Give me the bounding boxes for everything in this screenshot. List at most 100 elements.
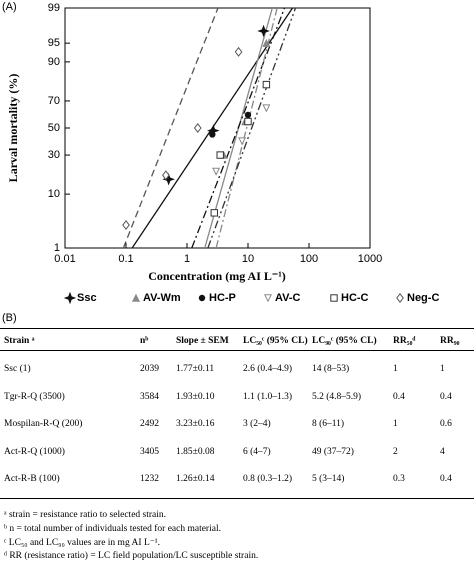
- point: [162, 170, 170, 181]
- rule: [0, 328, 474, 329]
- point: [257, 24, 270, 38]
- table-cell: 1.93±0.10: [176, 391, 215, 402]
- chart: (A) (B) Concentration (mg AI L⁻¹) Larval…: [2, 1, 439, 324]
- header-cell: RR₉₀: [440, 336, 460, 346]
- y-tick-label: 95: [48, 37, 60, 49]
- table-row: Ssc (1) 2039 1.77±0.11 2.6 (0.4–4.9) 14 (8–5…: [0, 364, 474, 378]
- fit-line: [191, 8, 286, 248]
- x-tick-label: 1000: [358, 253, 382, 265]
- legend-label: AV-C: [275, 292, 301, 304]
- footnote: ᵇ n = total number of individuals tested…: [4, 523, 221, 534]
- point: [216, 151, 224, 159]
- y-tick-label: 30: [48, 149, 60, 161]
- table-cell: Act-R-Q (1000): [4, 446, 65, 457]
- header-cell: RR₅₀ᵈ: [393, 336, 416, 346]
- table-cell: 2039: [140, 364, 159, 374]
- point: [193, 123, 202, 133]
- table-cell: 2: [393, 446, 398, 457]
- fit-line: [122, 8, 219, 248]
- legend-marker: [131, 293, 141, 302]
- table-cell: 0.6: [440, 419, 452, 429]
- header-cell: LC₅₀ᶜ (95% CL): [243, 336, 308, 346]
- table-cell: 0.4: [393, 391, 405, 402]
- table-cell: 2.6 (0.4–4.9): [243, 364, 293, 374]
- table-cell: 3 (2–4): [243, 419, 271, 429]
- table-cell: 6 (4–7): [243, 446, 271, 457]
- point: [262, 104, 271, 113]
- point: [209, 131, 216, 138]
- table-cell: 0.4: [440, 391, 452, 402]
- point: [212, 167, 221, 176]
- table-cell: Mospilan-R-Q (200): [4, 419, 83, 429]
- fit-lines: [122, 8, 297, 248]
- point: [244, 117, 252, 126]
- y-tick-label: 50: [48, 122, 60, 134]
- rule: [0, 350, 474, 351]
- header-cell: Slope ± SEM: [176, 336, 229, 346]
- panel-label: (B): [2, 312, 17, 324]
- table-cell: 0.4: [440, 474, 452, 484]
- table-cell: 4: [440, 446, 445, 457]
- table-cell: 3584: [140, 391, 159, 402]
- table-cell: 49 (37–72): [312, 446, 354, 457]
- x-tick-label: 1: [184, 253, 190, 265]
- y-tick-label: 1: [54, 242, 60, 254]
- y-tick-label: 99: [48, 2, 60, 14]
- table-cell: 1: [440, 364, 445, 374]
- table-cell: 14 (8–53): [312, 364, 350, 374]
- table-cell: Ssc (1): [4, 364, 31, 374]
- table-cell: 5 (3–14): [312, 474, 345, 484]
- legend-label: HC-P: [209, 292, 236, 304]
- table-cell: 1.26±0.14: [176, 474, 215, 484]
- point: [238, 137, 247, 146]
- legend-label: HC-C: [341, 292, 369, 304]
- point: [210, 209, 218, 217]
- x-tick-label: 0.01: [54, 253, 75, 265]
- point: [234, 46, 243, 57]
- point: [244, 111, 252, 119]
- x-tick-label: 10: [242, 253, 254, 265]
- legend-marker: [330, 294, 338, 302]
- table-cell: Tgr-R-Q (3500): [4, 391, 65, 402]
- x-axis-label: Concentration (mg AI L⁻¹): [148, 269, 286, 283]
- legend-label: Ssc: [77, 292, 97, 304]
- table-cell: 1.1 (1.0–1.3): [243, 391, 293, 402]
- table-row: Mospilan-R-Q (200) 2492 3.23±0.16 3 (2–4) 8 …: [0, 419, 474, 433]
- table-cell: 1: [393, 364, 398, 374]
- legend-marker: [396, 293, 404, 303]
- legend-marker: [263, 294, 273, 303]
- table-cell: 0.3: [393, 474, 405, 484]
- table-cell: 1232: [140, 474, 159, 484]
- legend-marker: [198, 294, 206, 302]
- table-cell: 1.85±0.08: [176, 446, 215, 457]
- table-row: Tgr-R-Q (3500) 3584 1.93±0.10 1.1 (1.0–1.3)…: [0, 392, 474, 406]
- table-cell: 0.8 (0.3–1.2): [243, 474, 293, 484]
- footnote: ᵈ RR (resistance ratio) = LC field popul…: [4, 550, 259, 561]
- x-tick-label: 0.1: [118, 253, 133, 265]
- table-cell: 5.2 (4.8–5.9): [312, 391, 362, 402]
- header-cell: Strain ᵃ: [4, 336, 35, 346]
- y-tick-label: 10: [48, 188, 60, 200]
- y-tick-label: 90: [48, 56, 60, 68]
- table-row: Act-R-B (100) 1232 1.26±0.14 0.8 (0.3–1.2) 5…: [0, 474, 474, 488]
- y-tick-label: 70: [48, 95, 60, 107]
- x-tick-label: 100: [300, 253, 318, 265]
- table-cell: 1: [393, 419, 398, 429]
- table-cell: 1.77±0.11: [176, 364, 215, 374]
- footnote: ᶜ LC₅₀ and LC₉₀ values are in mg AI L⁻¹.: [4, 538, 160, 548]
- panel-label: (A): [2, 1, 17, 13]
- table-cell: Act-R-B (100): [4, 474, 60, 484]
- fit-line: [215, 8, 278, 248]
- table-cell: 8 (6–11): [312, 419, 345, 429]
- legend-marker: [63, 291, 77, 305]
- table-cell: 3.23±0.16: [176, 419, 215, 429]
- y-axis-label: Larval mortality (%): [6, 74, 20, 183]
- rule: [0, 498, 474, 499]
- point: [262, 38, 271, 47]
- header-cell: LC₉₀ᶜ (95% CL): [312, 336, 377, 346]
- table-cell: 3405: [140, 446, 159, 457]
- point: [262, 80, 271, 89]
- footnote: ᵃ strain = resistance ratio to selected …: [4, 510, 167, 520]
- legend-label: AV-Wm: [143, 292, 181, 304]
